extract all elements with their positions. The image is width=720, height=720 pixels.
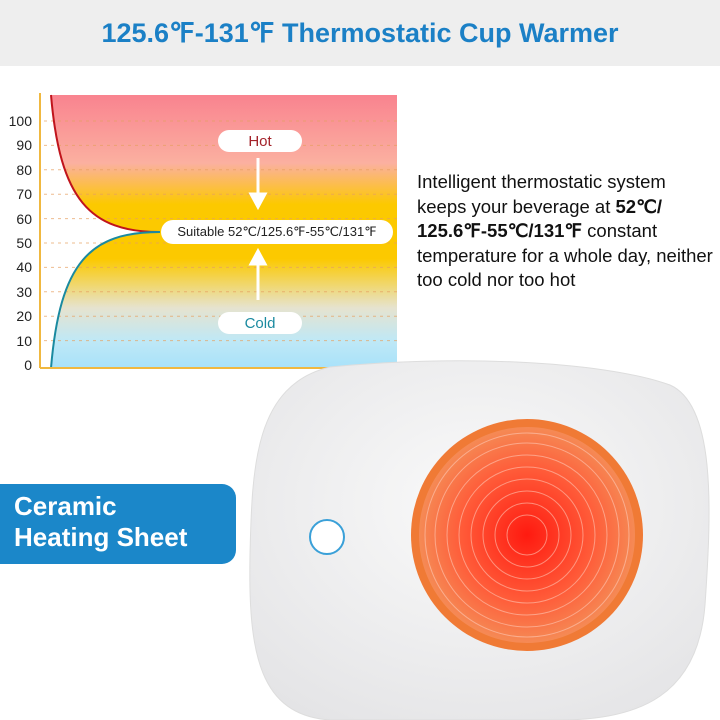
description-text: Intelligent thermostatic system keeps yo… (417, 171, 666, 217)
feature-label: Ceramic Heating Sheet (0, 484, 236, 564)
y-tick-label: 60 (16, 210, 32, 227)
y-tick-label: 50 (16, 235, 32, 251)
hot-label: Hot (218, 130, 302, 152)
arrows (248, 158, 268, 300)
description: Intelligent thermostatic system keeps yo… (417, 170, 717, 293)
feature-label-line1: Ceramic (14, 491, 117, 521)
feature-label-line2: Heating Sheet (14, 522, 188, 552)
cup-warmer-image (249, 360, 710, 720)
y-tick-label: 30 (16, 283, 32, 300)
y-tick-label: 40 (16, 259, 32, 276)
y-tick-label: 80 (16, 161, 32, 178)
temperature-chart: 0 10 20 30 40 50 60 70 80 90 100 Hot Cold Suitable… (0, 0, 410, 380)
y-tick-label: 10 (16, 332, 32, 349)
description-highlight: 52℃/ 125.6℉-55℃/131℉ (417, 195, 662, 242)
description-text-end: constant temperature for a whole day, ne… (417, 220, 713, 290)
chart-graphic (39, 93, 397, 369)
cold-label: Cold (218, 312, 302, 334)
y-tick-label: 70 (16, 186, 32, 203)
y-tick-label: 0 (24, 357, 32, 373)
cold-curve (50, 231, 161, 369)
hot-curve (50, 94, 161, 233)
y-tick-label: 90 (16, 137, 32, 154)
header-banner: 125.6℉-131℉ Thermostatic Cup Warmer (0, 0, 720, 66)
heating-core (419, 427, 635, 643)
y-tick-label: 100 (8, 113, 32, 129)
y-tick-label: 20 (16, 308, 32, 325)
suitable-label: Suitable 52℃/125.6℉-55℃/131℉ (161, 220, 393, 244)
power-button[interactable] (309, 519, 345, 555)
page-title: 125.6℉-131℉ Thermostatic Cup Warmer (101, 17, 619, 48)
